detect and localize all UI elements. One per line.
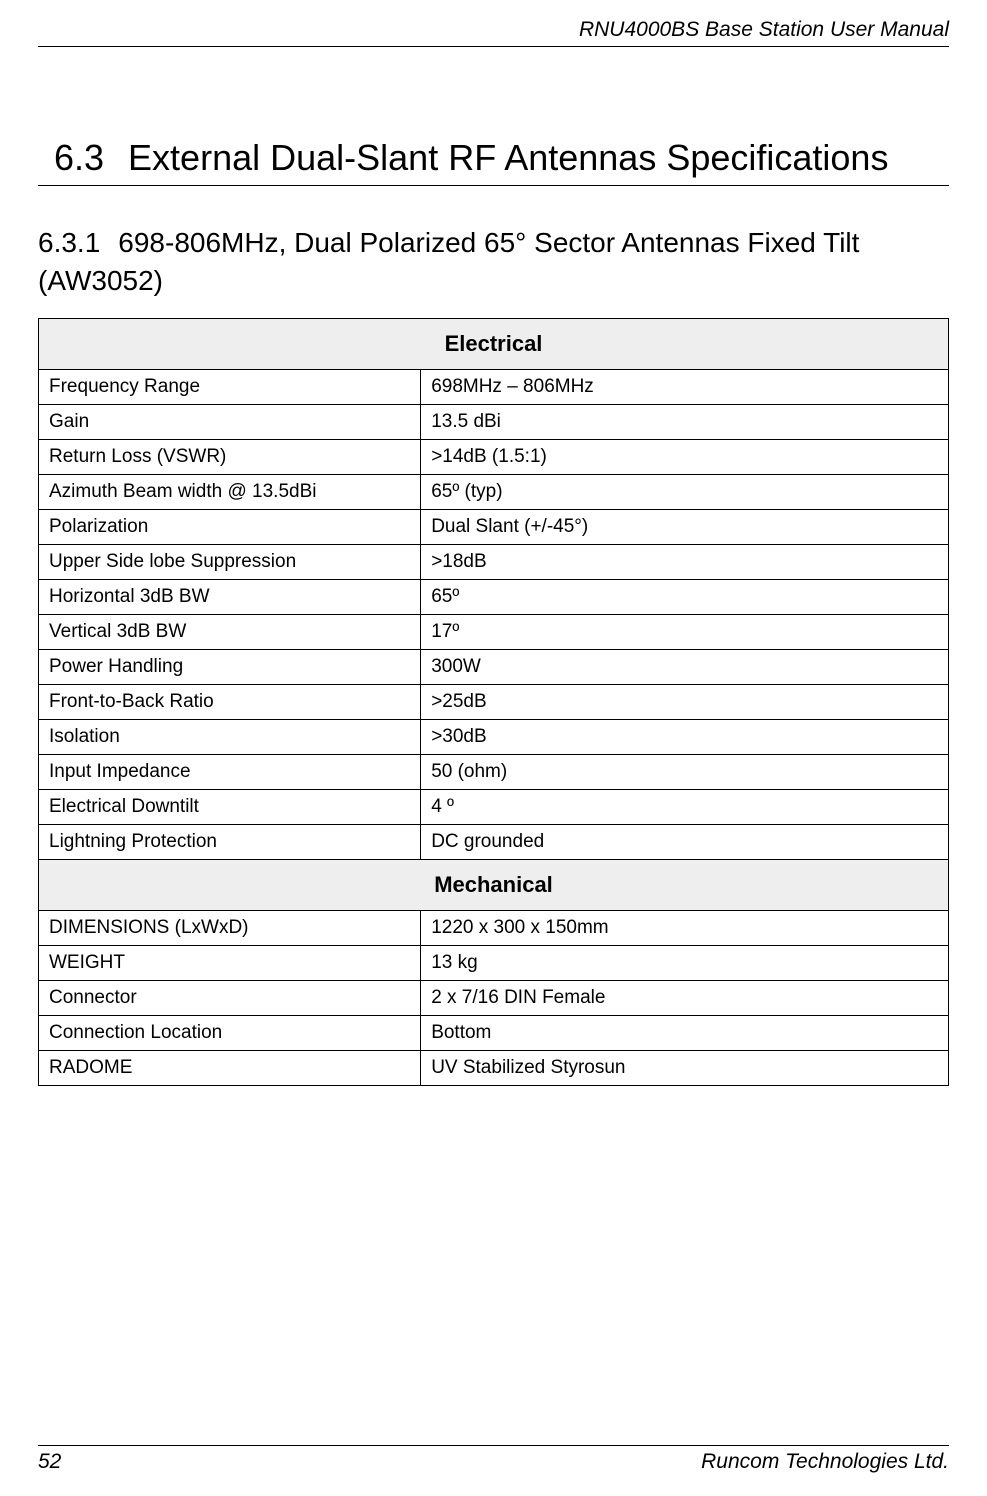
- spec-value: 13 kg: [421, 945, 949, 980]
- spec-value: Bottom: [421, 1015, 949, 1050]
- page-footer: 52 Runcom Technologies Ltd.: [38, 1445, 949, 1474]
- specifications-table: ElectricalFrequency Range698MHz – 806MHz…: [38, 318, 949, 1086]
- section-heading-rule: 6.3 External Dual-Slant RF Antennas Speci…: [38, 137, 949, 186]
- spec-label: Gain: [39, 404, 421, 439]
- spec-value: 65º (typ): [421, 474, 949, 509]
- spec-label: WEIGHT: [39, 945, 421, 980]
- table-row: Azimuth Beam width @ 13.5dBi65º (typ): [39, 474, 949, 509]
- spec-value: 1220 x 300 x 150mm: [421, 910, 949, 945]
- footer-company: Runcom Technologies Ltd.: [701, 1450, 949, 1474]
- table-row: Return Loss (VSWR)>14dB (1.5:1): [39, 439, 949, 474]
- table-row: Horizontal 3dB BW65º: [39, 579, 949, 614]
- table-row: Gain13.5 dBi: [39, 404, 949, 439]
- section-heading: 6.3 External Dual-Slant RF Antennas Speci…: [38, 137, 949, 179]
- table-row: Frequency Range698MHz – 806MHz: [39, 369, 949, 404]
- manual-title: RNU4000BS Base Station User Manual: [38, 18, 949, 42]
- spec-label: Front-to-Back Ratio: [39, 684, 421, 719]
- spec-label: Connector: [39, 980, 421, 1015]
- spec-label: Polarization: [39, 509, 421, 544]
- spec-label: Power Handling: [39, 649, 421, 684]
- spec-value: >14dB (1.5:1): [421, 439, 949, 474]
- section-number: 6.3: [54, 137, 104, 179]
- spec-label: Horizontal 3dB BW: [39, 579, 421, 614]
- spec-label: Vertical 3dB BW: [39, 614, 421, 649]
- spec-value: 65º: [421, 579, 949, 614]
- table-row: PolarizationDual Slant (+/-45°): [39, 509, 949, 544]
- page-container: RNU4000BS Base Station User Manual 6.3 Ex…: [0, 0, 987, 1496]
- spec-value: 50 (ohm): [421, 754, 949, 789]
- spec-value: 2 x 7/16 DIN Female: [421, 980, 949, 1015]
- table-row: Connector2 x 7/16 DIN Female: [39, 980, 949, 1015]
- table-row: Electrical Downtilt4 º: [39, 789, 949, 824]
- table-row: Connection LocationBottom: [39, 1015, 949, 1050]
- subsection-number: 6.3.1: [38, 224, 100, 262]
- spec-label: Azimuth Beam width @ 13.5dBi: [39, 474, 421, 509]
- spec-value: 17º: [421, 614, 949, 649]
- spec-label: Return Loss (VSWR): [39, 439, 421, 474]
- spec-value: Dual Slant (+/-45°): [421, 509, 949, 544]
- spec-label: Isolation: [39, 719, 421, 754]
- spec-value: 300W: [421, 649, 949, 684]
- table-row: Vertical 3dB BW17º: [39, 614, 949, 649]
- table-row: DIMENSIONS (LxWxD)1220 x 300 x 150mm: [39, 910, 949, 945]
- table-section-header: Electrical: [39, 318, 949, 369]
- table-section-header-row: Electrical: [39, 318, 949, 369]
- spec-table-body: ElectricalFrequency Range698MHz – 806MHz…: [39, 318, 949, 1085]
- subsection-title: 698-806MHz, Dual Polarized 65° Sector An…: [38, 227, 859, 296]
- spec-value: DC grounded: [421, 824, 949, 859]
- table-row: Lightning ProtectionDC grounded: [39, 824, 949, 859]
- table-row: Isolation>30dB: [39, 719, 949, 754]
- spec-value: 4 º: [421, 789, 949, 824]
- page-header: RNU4000BS Base Station User Manual: [38, 18, 949, 47]
- spec-label: DIMENSIONS (LxWxD): [39, 910, 421, 945]
- spec-label: Connection Location: [39, 1015, 421, 1050]
- table-section-header-row: Mechanical: [39, 859, 949, 910]
- subsection-heading: 6.3.1698-806MHz, Dual Polarized 65° Sect…: [38, 224, 949, 300]
- spec-value: 13.5 dBi: [421, 404, 949, 439]
- spec-label: Upper Side lobe Suppression: [39, 544, 421, 579]
- table-row: RADOMEUV Stabilized Styrosun: [39, 1050, 949, 1085]
- table-row: Input Impedance50 (ohm): [39, 754, 949, 789]
- spec-label: RADOME: [39, 1050, 421, 1085]
- table-row: Upper Side lobe Suppression>18dB: [39, 544, 949, 579]
- spec-label: Electrical Downtilt: [39, 789, 421, 824]
- spec-label: Input Impedance: [39, 754, 421, 789]
- table-row: Power Handling300W: [39, 649, 949, 684]
- spec-label: Frequency Range: [39, 369, 421, 404]
- table-row: Front-to-Back Ratio>25dB: [39, 684, 949, 719]
- table-row: WEIGHT13 kg: [39, 945, 949, 980]
- page-number: 52: [38, 1450, 61, 1474]
- spec-value: 698MHz – 806MHz: [421, 369, 949, 404]
- spec-value: >18dB: [421, 544, 949, 579]
- spec-value: >25dB: [421, 684, 949, 719]
- table-section-header: Mechanical: [39, 859, 949, 910]
- spec-value: UV Stabilized Styrosun: [421, 1050, 949, 1085]
- section-title: External Dual-Slant RF Antennas Specific…: [128, 137, 888, 178]
- spec-value: >30dB: [421, 719, 949, 754]
- spec-label: Lightning Protection: [39, 824, 421, 859]
